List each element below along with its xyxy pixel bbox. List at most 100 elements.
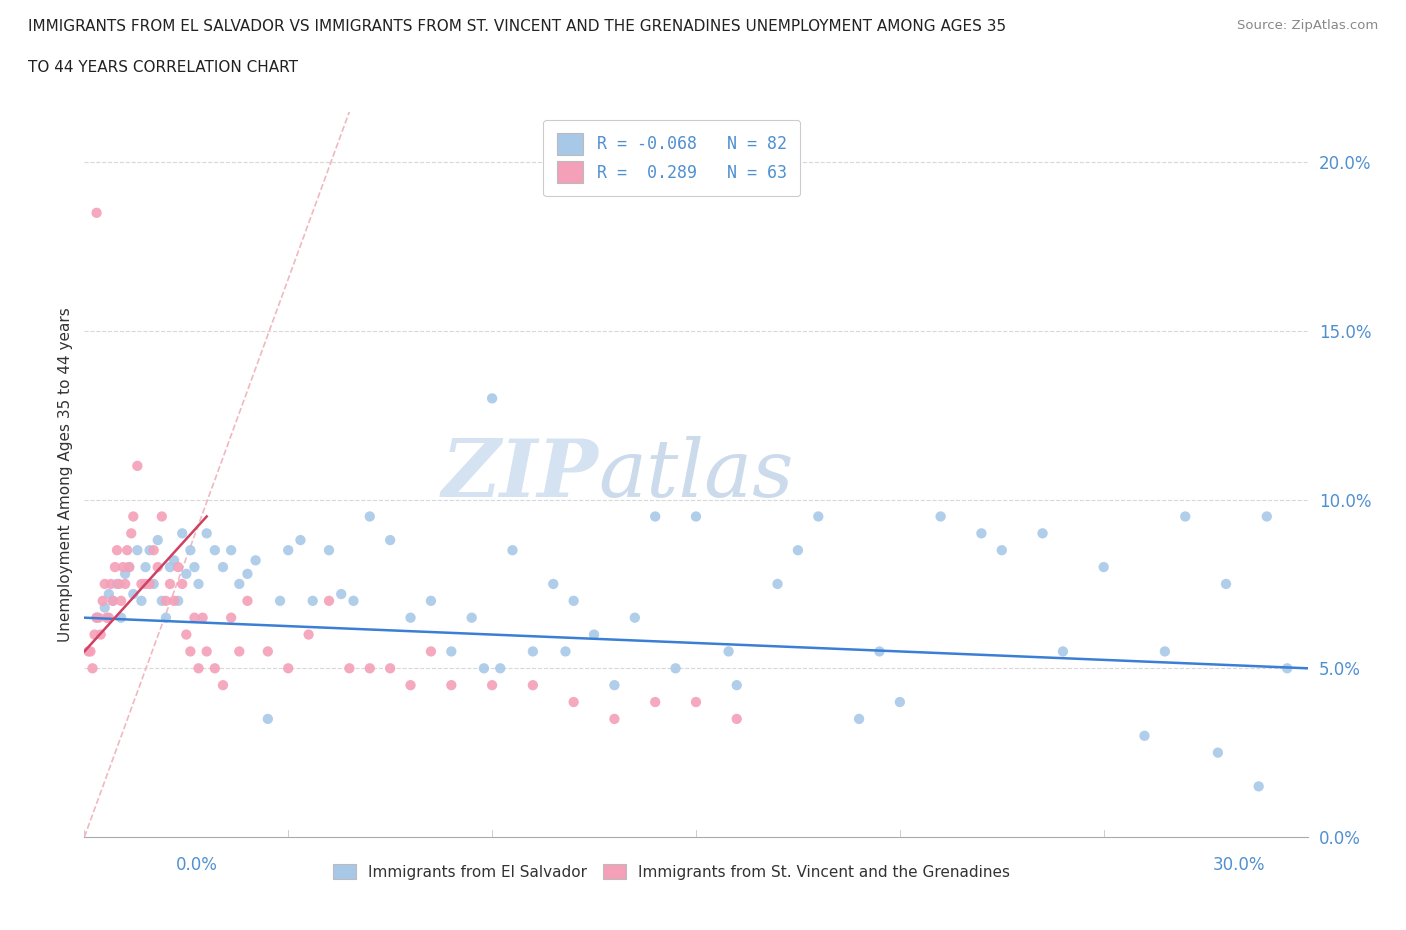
- Point: [114, 566, 136, 581]
- Point: [86, 610, 108, 625]
- Point: [685, 509, 707, 524]
- Point: [420, 593, 443, 608]
- Point: [440, 678, 463, 693]
- Point: [301, 593, 323, 608]
- Point: [1256, 509, 1278, 524]
- Point: [489, 661, 512, 676]
- Point: [583, 627, 606, 642]
- Point: [290, 533, 312, 548]
- Point: [131, 577, 153, 591]
- Point: [1174, 509, 1197, 524]
- Point: [105, 543, 128, 558]
- Point: [848, 711, 870, 726]
- Point: [399, 678, 422, 693]
- Point: [644, 509, 666, 524]
- Point: [204, 543, 226, 558]
- Point: [1154, 644, 1177, 658]
- Point: [725, 711, 748, 726]
- Point: [1133, 728, 1156, 743]
- Point: [146, 533, 169, 548]
- Point: [725, 678, 748, 693]
- Point: [110, 593, 132, 608]
- Point: [522, 678, 544, 693]
- Point: [228, 577, 250, 591]
- Point: [665, 661, 688, 676]
- Text: ZIP: ZIP: [441, 435, 598, 513]
- Point: [174, 566, 197, 581]
- Point: [236, 566, 259, 581]
- Point: [104, 560, 127, 575]
- Point: [420, 644, 443, 658]
- Point: [257, 644, 280, 658]
- Point: [138, 543, 160, 558]
- Point: [562, 695, 585, 710]
- Point: [399, 610, 422, 625]
- Point: [159, 560, 181, 575]
- Point: [685, 695, 707, 710]
- Point: [869, 644, 891, 658]
- Point: [807, 509, 830, 524]
- Point: [142, 543, 165, 558]
- Point: [93, 600, 115, 615]
- Point: [91, 593, 114, 608]
- Point: [127, 458, 149, 473]
- Point: [624, 610, 647, 625]
- Point: [562, 593, 585, 608]
- Point: [228, 644, 250, 658]
- Point: [135, 577, 157, 591]
- Point: [440, 644, 463, 658]
- Point: [142, 577, 165, 591]
- Point: [191, 610, 214, 625]
- Point: [163, 593, 186, 608]
- Point: [183, 560, 205, 575]
- Point: [195, 644, 218, 658]
- Point: [187, 661, 209, 676]
- Point: [481, 678, 503, 693]
- Legend: Immigrants from El Salvador, Immigrants from St. Vincent and the Grenadines: Immigrants from El Salvador, Immigrants …: [326, 857, 1018, 887]
- Point: [342, 593, 364, 608]
- Point: [167, 560, 190, 575]
- Point: [1092, 560, 1115, 575]
- Point: [167, 593, 190, 608]
- Point: [115, 543, 138, 558]
- Point: [1215, 577, 1237, 591]
- Point: [380, 533, 402, 548]
- Point: [970, 525, 993, 540]
- Point: [77, 644, 100, 658]
- Point: [787, 543, 810, 558]
- Point: [138, 577, 160, 591]
- Point: [1206, 745, 1229, 760]
- Point: [159, 577, 181, 591]
- Point: [108, 577, 131, 591]
- Point: [90, 627, 112, 642]
- Point: [472, 661, 495, 676]
- Point: [298, 627, 321, 642]
- Point: [318, 543, 340, 558]
- Point: [204, 661, 226, 676]
- Point: [481, 391, 503, 405]
- Point: [122, 509, 145, 524]
- Point: [1247, 779, 1270, 794]
- Point: [120, 525, 142, 540]
- Point: [277, 543, 299, 558]
- Point: [359, 661, 381, 676]
- Point: [766, 577, 789, 591]
- Text: 30.0%: 30.0%: [1213, 856, 1265, 873]
- Point: [86, 610, 108, 625]
- Point: [163, 553, 186, 568]
- Point: [82, 661, 104, 676]
- Point: [183, 610, 205, 625]
- Text: 0.0%: 0.0%: [176, 856, 218, 873]
- Y-axis label: Unemployment Among Ages 35 to 44 years: Unemployment Among Ages 35 to 44 years: [58, 307, 73, 642]
- Point: [889, 695, 911, 710]
- Point: [114, 577, 136, 591]
- Point: [172, 577, 194, 591]
- Point: [172, 525, 194, 540]
- Point: [236, 593, 259, 608]
- Point: [277, 661, 299, 676]
- Point: [93, 577, 115, 591]
- Point: [146, 560, 169, 575]
- Point: [359, 509, 381, 524]
- Point: [110, 610, 132, 625]
- Point: [79, 644, 101, 658]
